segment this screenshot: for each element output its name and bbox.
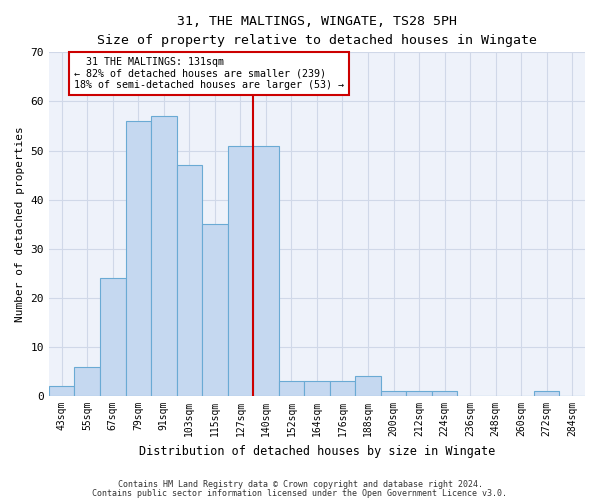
Bar bbox=[151, 116, 176, 396]
Bar bbox=[381, 391, 406, 396]
Bar bbox=[100, 278, 125, 396]
Y-axis label: Number of detached properties: Number of detached properties bbox=[15, 126, 25, 322]
Bar bbox=[202, 224, 227, 396]
Text: 31 THE MALTINGS: 131sqm
← 82% of detached houses are smaller (239)
18% of semi-d: 31 THE MALTINGS: 131sqm ← 82% of detache… bbox=[74, 57, 344, 90]
Bar bbox=[278, 382, 304, 396]
Bar bbox=[406, 391, 432, 396]
Bar bbox=[534, 391, 559, 396]
Bar bbox=[330, 382, 355, 396]
X-axis label: Distribution of detached houses by size in Wingate: Distribution of detached houses by size … bbox=[139, 444, 495, 458]
Bar bbox=[125, 121, 151, 396]
Bar bbox=[74, 366, 100, 396]
Bar bbox=[227, 146, 253, 396]
Title: 31, THE MALTINGS, WINGATE, TS28 5PH
Size of property relative to detached houses: 31, THE MALTINGS, WINGATE, TS28 5PH Size… bbox=[97, 15, 537, 47]
Bar bbox=[253, 146, 278, 396]
Text: Contains HM Land Registry data © Crown copyright and database right 2024.: Contains HM Land Registry data © Crown c… bbox=[118, 480, 482, 489]
Bar bbox=[304, 382, 330, 396]
Bar bbox=[49, 386, 74, 396]
Bar bbox=[176, 166, 202, 396]
Text: Contains public sector information licensed under the Open Government Licence v3: Contains public sector information licen… bbox=[92, 488, 508, 498]
Bar bbox=[432, 391, 457, 396]
Bar bbox=[355, 376, 381, 396]
